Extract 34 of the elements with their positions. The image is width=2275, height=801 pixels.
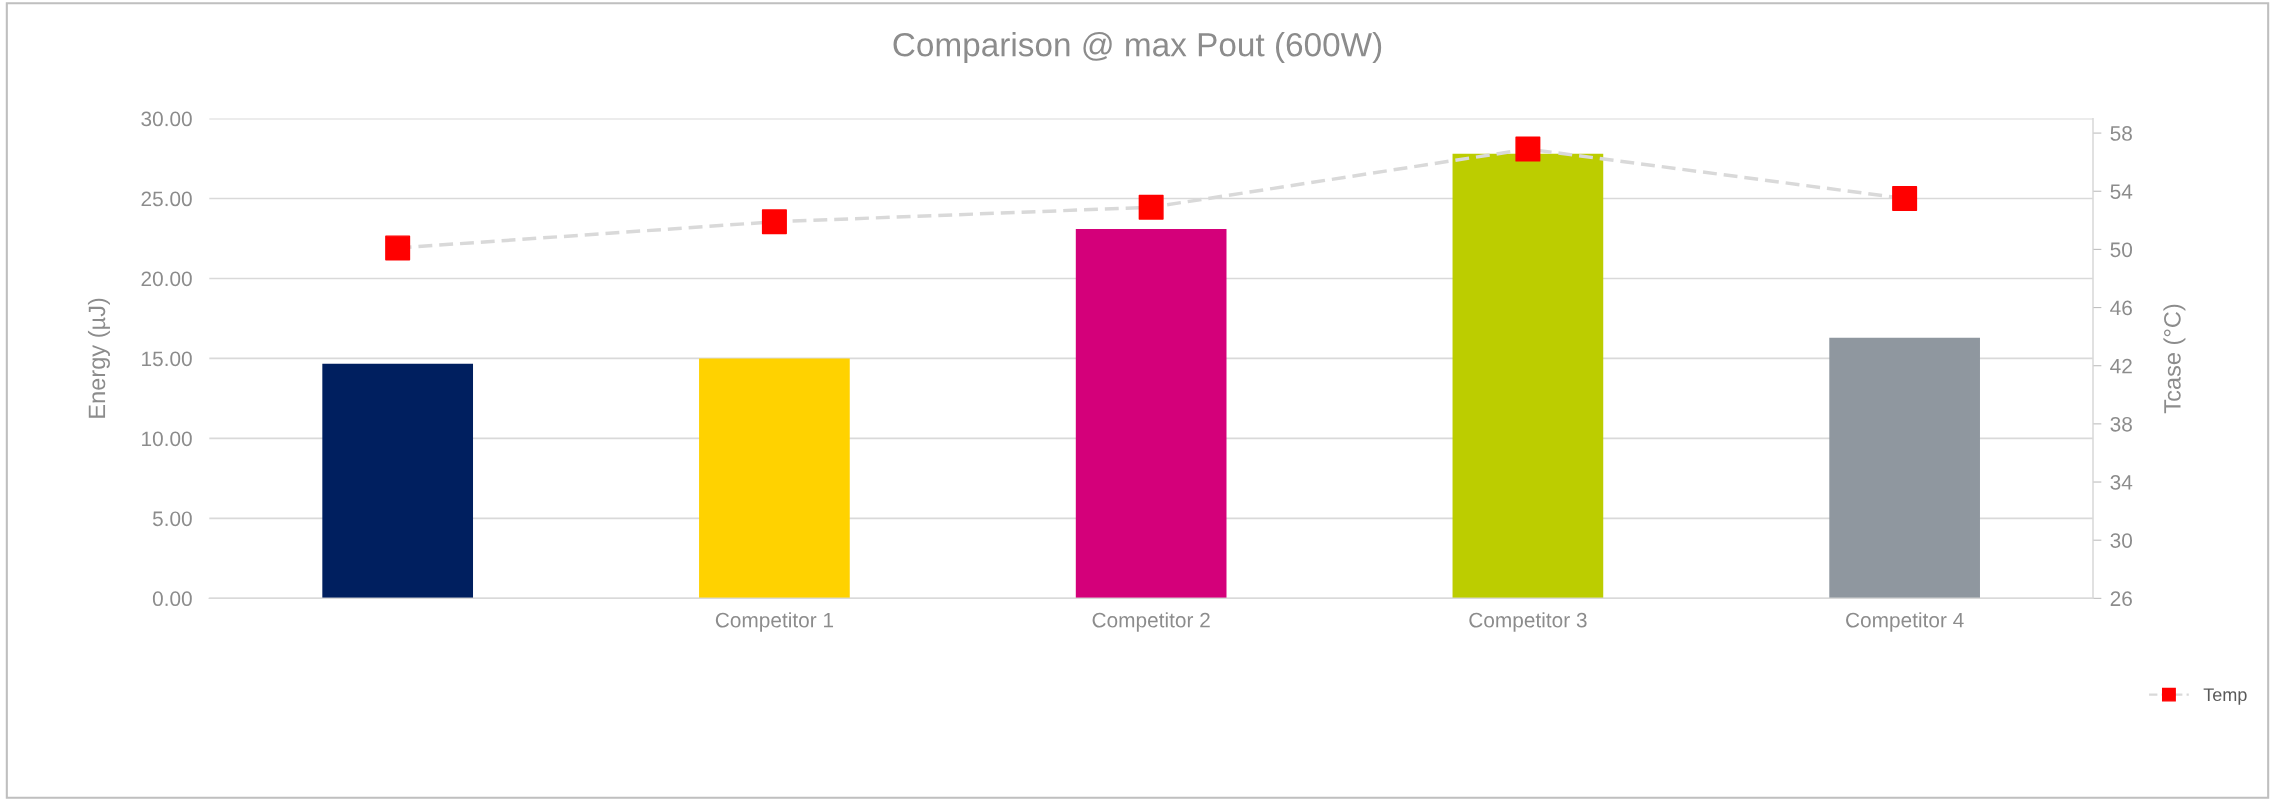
y2-tick-label: 46 <box>2110 300 2132 316</box>
bar <box>1075 228 1227 599</box>
y-axis-title: Energy (µJ) <box>87 298 110 418</box>
x-tick-label: Competitor 2 <box>1092 612 1210 632</box>
point <box>1515 136 1541 162</box>
y2-tick-label: 26 <box>2110 591 2132 607</box>
x-tick-label: Competitor 4 <box>1846 612 1964 632</box>
y-tick-label: 30.00 <box>141 111 192 127</box>
point <box>1892 186 1918 212</box>
y2-axis-title: Tcase (°C) <box>2163 304 2186 414</box>
y-tick-label: 0.00 <box>152 591 192 607</box>
y-tick-label: 5.00 <box>152 511 192 527</box>
y-tick-label: 20.00 <box>141 271 192 287</box>
y2-tick-label: 50 <box>2110 242 2133 258</box>
chart-title: Comparison @ max Pout (600W) <box>893 32 1382 64</box>
legend-label: Temp <box>2203 688 2247 705</box>
point <box>761 209 787 235</box>
bar <box>322 363 474 599</box>
bar <box>1452 153 1604 599</box>
y2-tick-label: 54 <box>2110 184 2133 199</box>
bar <box>1829 337 1980 599</box>
x-tick-label: Competitor 1 <box>715 612 834 632</box>
point <box>1138 194 1164 220</box>
y2-tick-label: 38 <box>2110 416 2132 432</box>
x-tick-label: Competitor 3 <box>1469 612 1587 632</box>
bar <box>699 358 850 599</box>
y-tick-label: 15.00 <box>142 351 192 367</box>
y2-tick-label: 58 <box>2110 126 2132 141</box>
y2-tick-label: 30 <box>2110 533 2133 548</box>
y2-tick-label: 42 <box>2110 358 2132 374</box>
y-tick-label: 10.00 <box>142 431 192 447</box>
y2-tick-label: 34 <box>2110 475 2133 490</box>
point <box>385 235 411 261</box>
y-tick-label: 25.00 <box>141 191 192 207</box>
